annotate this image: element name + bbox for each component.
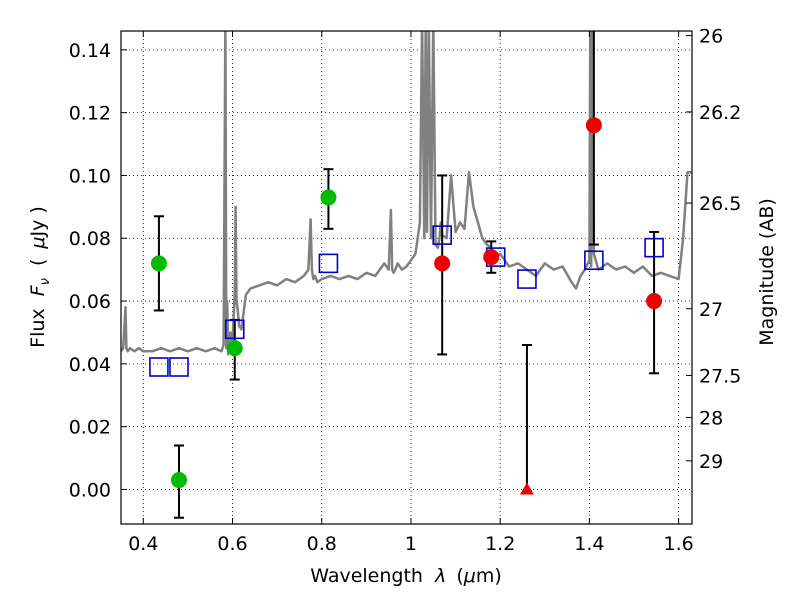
data-series — [121, 31, 692, 519]
green-data-point — [170, 472, 187, 489]
mag-tick-label: 29 — [699, 451, 723, 473]
x-tick-label: 1 — [405, 533, 417, 555]
y-tick-label: 0.12 — [69, 103, 111, 125]
y-axis-title: Flux Fν ( μJy ) — [27, 206, 54, 348]
plot-border — [120, 30, 693, 525]
y-tick-label: 0.10 — [69, 165, 111, 187]
mag-tick-label: 27.5 — [699, 365, 741, 387]
red-data-point — [646, 293, 663, 310]
x-tick-label: 0.8 — [307, 533, 337, 555]
model-photometry-square — [584, 250, 604, 271]
mag-tick-label: 26.5 — [699, 193, 741, 215]
axes-frame — [120, 30, 693, 525]
green-data-point — [226, 340, 243, 357]
x-tick-label: 0.6 — [217, 533, 247, 555]
red-data-point — [434, 255, 451, 272]
upper-limit-triangle — [519, 482, 534, 495]
y-tick-label: 0.14 — [69, 40, 111, 62]
y-tick-label: 0.04 — [69, 354, 111, 376]
x-axis-title: Wavelength λ (μm) — [310, 565, 502, 587]
model-photometry-square — [169, 357, 189, 377]
grid-lines — [121, 31, 692, 524]
spectrum-line — [121, 31, 692, 356]
mag-tick-label: 26.2 — [699, 102, 741, 124]
model-photometry-square — [517, 269, 537, 289]
y-tick-label: 0.02 — [69, 417, 111, 439]
right-axis-title: Magnitude (AB) — [756, 198, 778, 346]
model-photometry-square — [149, 357, 169, 377]
model-photometry-square — [224, 319, 245, 340]
green-data-point — [320, 189, 337, 206]
model-photometry-square — [644, 237, 664, 258]
x-tick-label: 0.4 — [128, 533, 158, 555]
x-tick-label: 1.4 — [574, 533, 604, 555]
green-data-point — [150, 255, 167, 272]
tick-labels: 0.4 0.6 0.8 1 1.2 1.4 1.6 0.00 0.02 0.04 0.06 0.08 0… — [69, 26, 742, 555]
model-photometry-square — [432, 225, 452, 245]
x-tick-label: 1.6 — [664, 533, 694, 555]
red-data-point — [483, 249, 500, 266]
x-tick-label: 1.2 — [485, 533, 515, 555]
y-tick-label: 0.08 — [69, 228, 111, 250]
mag-tick-label: 27 — [699, 299, 723, 321]
y-tick-label: 0.00 — [69, 479, 111, 501]
red-data-point — [585, 117, 602, 134]
model-photometry-square — [318, 253, 339, 274]
mag-tick-label: 28 — [699, 408, 723, 430]
mag-tick-label: 26 — [699, 26, 723, 48]
y-tick-label: 0.06 — [69, 291, 111, 313]
